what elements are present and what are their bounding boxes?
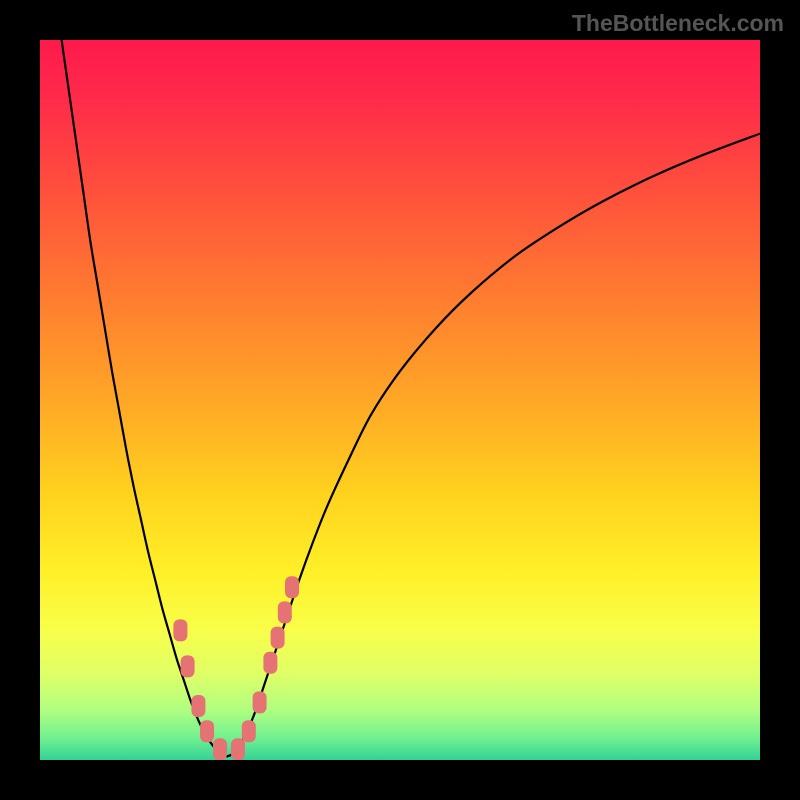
data-marker: [231, 738, 245, 760]
plot-area: [40, 40, 760, 760]
data-marker: [200, 720, 214, 742]
data-marker: [173, 619, 187, 641]
data-marker: [191, 695, 205, 717]
data-marker: [271, 627, 285, 649]
watermark-text: TheBottleneck.com: [572, 10, 784, 37]
data-marker: [253, 691, 267, 713]
chart-container: TheBottleneck.com: [0, 0, 800, 800]
data-marker: [278, 601, 292, 623]
data-marker: [242, 720, 256, 742]
chart-svg: [40, 40, 760, 760]
curve-left-branch: [62, 40, 228, 756]
data-marker: [213, 738, 227, 760]
data-marker: [263, 652, 277, 674]
curve-right-branch: [227, 134, 760, 757]
data-marker: [285, 576, 299, 598]
data-marker: [181, 655, 195, 677]
